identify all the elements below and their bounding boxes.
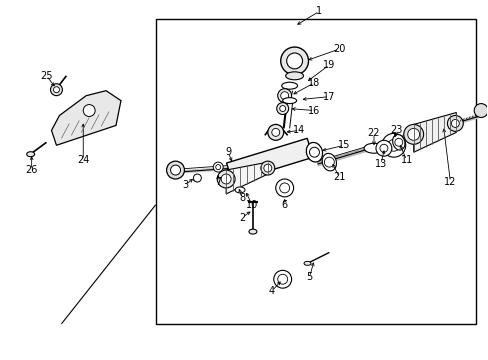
Circle shape (324, 157, 334, 167)
Text: 2: 2 (239, 213, 244, 223)
Circle shape (279, 105, 285, 112)
Ellipse shape (304, 261, 310, 265)
Text: 1: 1 (316, 6, 322, 16)
Text: 19: 19 (323, 60, 335, 70)
Circle shape (83, 105, 95, 117)
Circle shape (280, 92, 288, 100)
Text: 5: 5 (306, 272, 312, 282)
Circle shape (215, 165, 220, 170)
Text: 18: 18 (308, 78, 320, 88)
Circle shape (403, 125, 423, 144)
Text: 10: 10 (245, 200, 258, 210)
Polygon shape (225, 162, 267, 194)
Bar (226, 138, 312, 182)
Ellipse shape (27, 152, 35, 157)
Text: 21: 21 (332, 172, 345, 182)
Circle shape (277, 274, 287, 284)
Circle shape (264, 164, 271, 172)
Ellipse shape (235, 187, 244, 193)
Circle shape (375, 140, 391, 156)
Text: 14: 14 (293, 125, 305, 135)
Polygon shape (51, 91, 121, 145)
Text: 13: 13 (374, 159, 386, 169)
Circle shape (50, 84, 62, 96)
Text: 3: 3 (182, 180, 188, 190)
Text: 9: 9 (224, 147, 231, 157)
Ellipse shape (392, 135, 404, 150)
Circle shape (217, 170, 235, 188)
Text: 8: 8 (239, 193, 244, 203)
Text: 17: 17 (323, 92, 335, 102)
Ellipse shape (281, 82, 297, 89)
Circle shape (280, 47, 308, 75)
Text: 22: 22 (367, 129, 380, 138)
Circle shape (275, 179, 293, 197)
Ellipse shape (364, 143, 383, 153)
Text: 20: 20 (332, 44, 345, 54)
Circle shape (260, 161, 274, 175)
Ellipse shape (282, 98, 296, 104)
Text: 15: 15 (337, 140, 350, 150)
Circle shape (267, 125, 283, 140)
Circle shape (276, 103, 288, 114)
Bar (155, 19, 475, 324)
Circle shape (286, 53, 302, 69)
Text: 12: 12 (443, 177, 456, 187)
Circle shape (279, 183, 289, 193)
Circle shape (309, 147, 319, 157)
Circle shape (473, 104, 487, 117)
Circle shape (277, 89, 291, 103)
Text: 7: 7 (215, 177, 221, 187)
Circle shape (394, 138, 402, 146)
Circle shape (53, 87, 60, 93)
Circle shape (170, 165, 180, 175)
Text: 24: 24 (77, 155, 89, 165)
Ellipse shape (285, 72, 303, 80)
Circle shape (271, 129, 279, 136)
Text: 25: 25 (40, 71, 53, 81)
Polygon shape (413, 113, 455, 152)
Text: 11: 11 (400, 155, 412, 165)
Circle shape (447, 116, 462, 131)
Text: 26: 26 (25, 165, 38, 175)
Ellipse shape (305, 143, 322, 162)
Text: 4: 4 (268, 286, 274, 296)
Circle shape (221, 174, 231, 184)
Circle shape (193, 174, 201, 182)
Circle shape (387, 139, 399, 151)
Ellipse shape (248, 229, 256, 234)
Text: 16: 16 (308, 105, 320, 116)
Text: 6: 6 (281, 200, 287, 210)
Circle shape (381, 133, 405, 157)
Ellipse shape (322, 153, 336, 171)
Circle shape (213, 162, 223, 172)
Text: 23: 23 (390, 125, 402, 135)
Circle shape (273, 270, 291, 288)
Circle shape (379, 144, 387, 152)
Circle shape (407, 129, 419, 140)
Circle shape (450, 120, 458, 127)
Circle shape (166, 161, 184, 179)
